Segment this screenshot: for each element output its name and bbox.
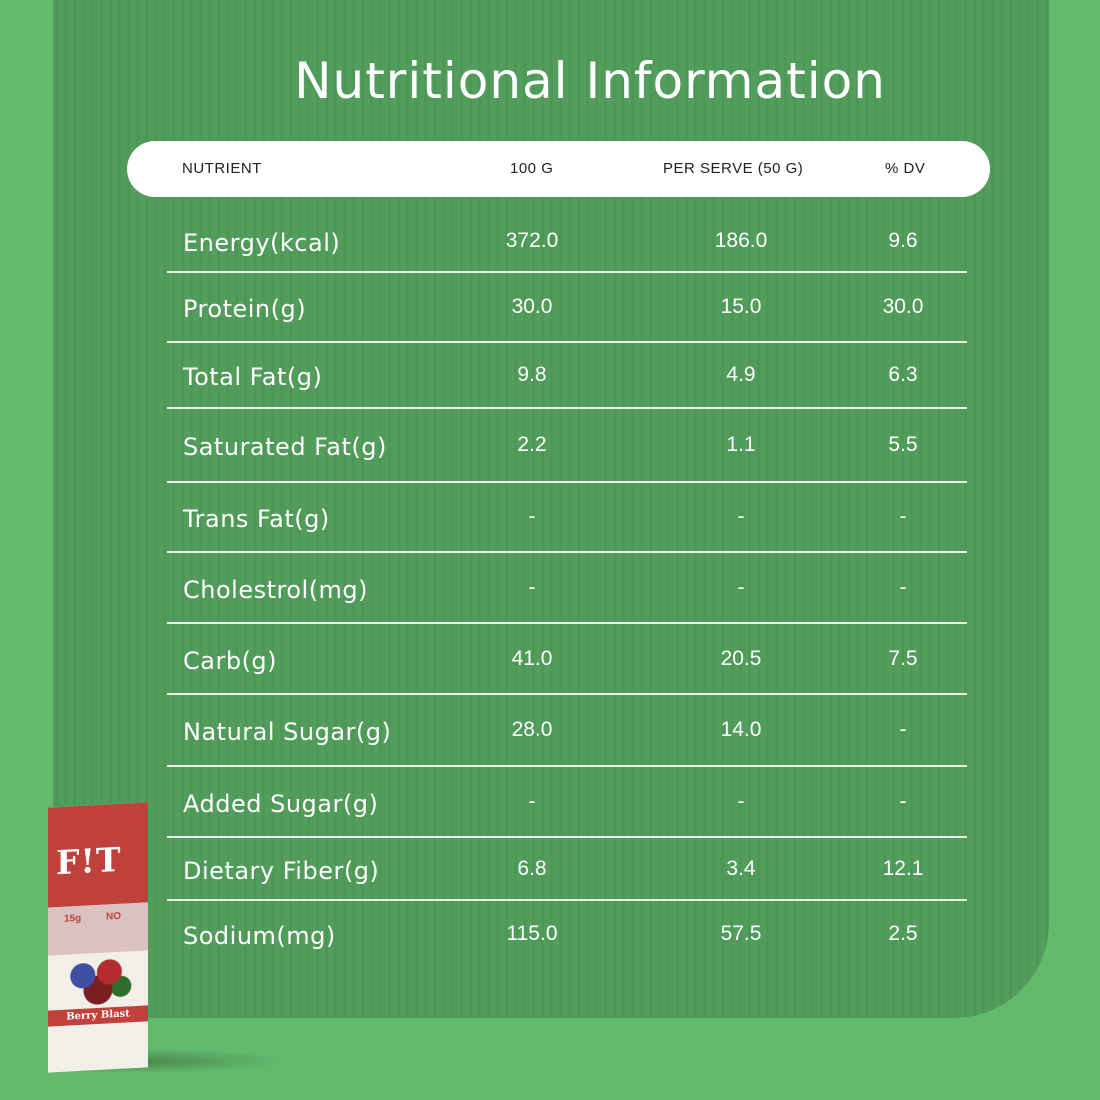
table-row: Natural Sugar(g) 28.0 14.0 -	[167, 697, 967, 767]
value-per-serve: 15.0	[720, 295, 762, 318]
table-row: Trans Fat(g) - - -	[167, 485, 967, 553]
value-per-100g: -	[528, 575, 536, 599]
value-percent-dv: -	[899, 505, 907, 528]
table-row: Total Fat(g) 9.8 4.9 6.3	[167, 345, 967, 409]
value-percent-dv: -	[899, 575, 907, 599]
nutrient-name: Cholestrol(mg)	[183, 575, 369, 604]
table-row: Cholestrol(mg) - - -	[167, 555, 967, 624]
table-header: NUTRIENT 100 G PER SERVE (50 G) % DV	[127, 141, 990, 197]
pack-flavor-name: Berry Blast	[66, 1008, 130, 1023]
value-per-100g: 6.8	[517, 856, 547, 880]
value-per-100g: -	[528, 789, 536, 813]
pack-claims-band	[48, 902, 148, 956]
value-percent-dv: 2.5	[888, 922, 918, 945]
pack-sugar-tag: NO	[106, 910, 121, 923]
table-row: Added Sugar(g) - - -	[167, 769, 967, 838]
nutrient-name: Carb(g)	[183, 646, 278, 675]
value-percent-dv: -	[899, 718, 907, 741]
row-divider	[167, 899, 967, 901]
value-per-100g: 2.2	[517, 433, 547, 456]
row-divider	[167, 693, 967, 695]
value-per-serve: 1.1	[726, 433, 756, 456]
value-per-100g: 28.0	[511, 718, 553, 741]
table-row: Dietary Fiber(g) 6.8 3.4 12.1	[167, 840, 967, 901]
nutrient-name: Protein(g)	[183, 295, 307, 323]
table-row: Saturated Fat(g) 2.2 1.1 5.5	[167, 411, 967, 483]
value-percent-dv: 30.0	[882, 295, 924, 318]
pack-wrapper: F!T 15g NO Berry Blast	[48, 802, 148, 1073]
value-per-serve: 14.0	[720, 718, 762, 741]
nutrient-name: Energy(kcal)	[183, 229, 341, 257]
product-pack-image: F!T 15g NO Berry Blast	[38, 802, 156, 1073]
value-percent-dv: 12.1	[882, 856, 924, 880]
row-divider	[167, 481, 967, 483]
nutrient-name: Trans Fat(g)	[183, 505, 330, 533]
value-per-100g: -	[528, 505, 536, 528]
pack-protein-tag: 15g	[64, 912, 82, 925]
column-header-100g: 100 G	[510, 160, 554, 177]
value-per-serve: 57.5	[720, 922, 762, 945]
table-row: Energy(kcal) 372.0 186.0 9.6	[167, 213, 967, 273]
value-per-serve: 4.9	[726, 363, 756, 386]
value-per-100g: 41.0	[511, 646, 553, 670]
nutrient-name: Dietary Fiber(g)	[183, 856, 380, 885]
column-header-dv: % DV	[885, 160, 926, 177]
berries-illustration	[60, 953, 136, 1007]
row-divider	[167, 271, 967, 273]
column-header-per-serve: PER SERVE (50 G)	[663, 160, 804, 177]
nutrient-name: Total Fat(g)	[183, 363, 323, 391]
value-per-100g: 372.0	[505, 229, 559, 252]
nutrient-name: Natural Sugar(g)	[183, 718, 392, 746]
row-divider	[167, 341, 967, 343]
row-divider	[167, 836, 967, 838]
row-divider	[167, 622, 967, 624]
value-percent-dv: 7.5	[888, 646, 918, 670]
value-per-serve: -	[737, 505, 745, 528]
value-per-serve: -	[737, 575, 745, 599]
value-per-100g: 9.8	[517, 363, 547, 386]
table-row: Sodium(mg) 115.0 57.5 2.5	[167, 903, 967, 969]
column-header-nutrient: NUTRIENT	[182, 160, 262, 177]
table-row: Protein(g) 30.0 15.0 30.0	[167, 275, 967, 343]
nutrient-name: Added Sugar(g)	[183, 789, 379, 818]
table-row: Carb(g) 41.0 20.5 7.5	[167, 626, 967, 695]
value-percent-dv: 6.3	[888, 363, 918, 386]
nutrient-name: Saturated Fat(g)	[183, 433, 387, 461]
value-percent-dv: 5.5	[888, 433, 918, 456]
pack-logo: F!T	[56, 839, 122, 883]
value-per-100g: 115.0	[506, 922, 558, 945]
row-divider	[167, 765, 967, 767]
nutrient-name: Sodium(mg)	[183, 922, 336, 950]
value-per-serve: 186.0	[714, 229, 768, 252]
value-percent-dv: 9.6	[888, 229, 918, 252]
value-per-100g: 30.0	[511, 295, 553, 318]
row-divider	[167, 407, 967, 409]
value-per-serve: 20.5	[720, 646, 762, 670]
value-per-serve: 3.4	[726, 856, 756, 880]
value-per-serve: -	[737, 789, 745, 813]
row-divider	[167, 551, 967, 553]
value-percent-dv: -	[899, 789, 907, 813]
page-title: Nutritional Information	[294, 52, 886, 110]
